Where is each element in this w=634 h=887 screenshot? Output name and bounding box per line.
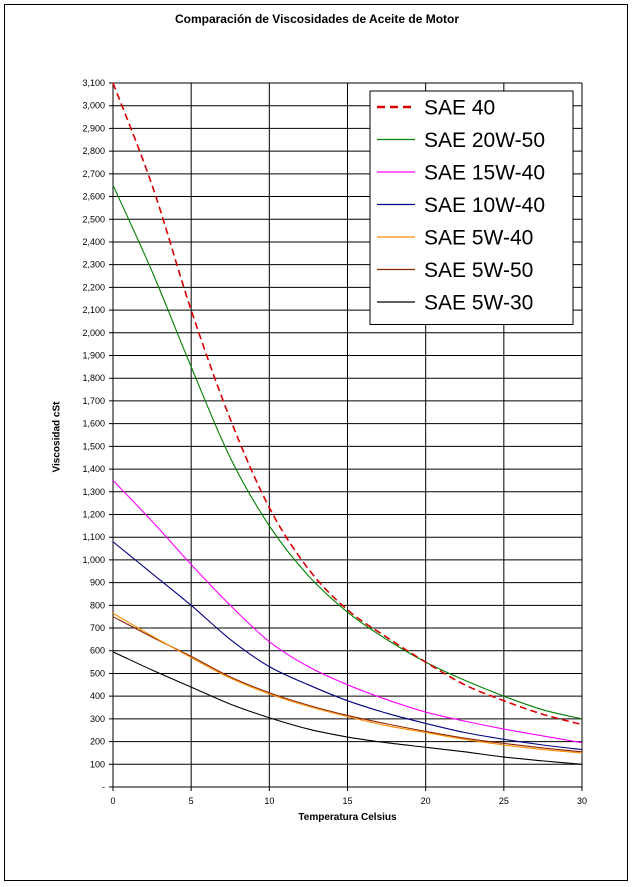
legend-entry: SAE 15W-40 <box>424 162 545 185</box>
y-tick-label: 2,600 <box>82 192 105 202</box>
y-tick-label: 300 <box>90 714 105 724</box>
y-tick-label: 1,300 <box>82 487 105 497</box>
y-tick-label: 1,100 <box>82 532 105 542</box>
x-tick-label: 10 <box>264 796 274 806</box>
legend-entry: SAE 5W-30 <box>424 292 533 315</box>
series-line-sae-10w-40 <box>112 541 583 751</box>
y-tick-label: 900 <box>90 578 105 588</box>
series-line-sae-15w-40 <box>112 480 583 744</box>
x-tick-label: 20 <box>421 796 431 806</box>
y-tick-label: 3,000 <box>82 101 105 111</box>
y-tick-label: 2,500 <box>82 214 105 224</box>
y-tick-label: 1,400 <box>82 464 105 474</box>
legend-entry: SAE 20W-50 <box>424 129 545 152</box>
y-tick-label: 2,300 <box>82 260 105 270</box>
series-lines <box>112 82 583 765</box>
chart-title: Comparación de Viscosidades de Aceite de… <box>174 12 460 26</box>
x-tick-label: 15 <box>342 796 352 806</box>
y-tick-label: 200 <box>90 737 105 747</box>
y-tick-label: 100 <box>90 759 105 769</box>
y-tick-label: 600 <box>90 646 105 656</box>
y-tick-label: 2,900 <box>82 123 105 133</box>
legend-entry: SAE 5W-50 <box>424 259 533 282</box>
legend-box <box>369 90 574 325</box>
y-tick-label: 700 <box>90 623 105 633</box>
y-tick-label: - <box>102 782 105 792</box>
y-tick-label: 1,200 <box>82 509 105 519</box>
vertical-gridlines <box>112 83 583 791</box>
y-tick-label: 1,700 <box>82 396 105 406</box>
y-tick-label: 800 <box>90 600 105 610</box>
series-line-sae-5w-50 <box>112 616 583 753</box>
series-line-sae-5w-30 <box>112 651 583 765</box>
y-tick-label: 2,700 <box>82 169 105 179</box>
y-tick-label: 1,600 <box>82 419 105 429</box>
y-tick-label: 2,200 <box>82 282 105 292</box>
x-tick-label: 25 <box>499 796 509 806</box>
y-tick-label: 1,000 <box>82 555 105 565</box>
x-tick-label: 0 <box>110 796 115 806</box>
legend: SAE 40 SAE 20W-50 SAE 15W-40 SAE 10W-40 SAE … <box>369 90 574 325</box>
series-line-sae-20w-50 <box>112 184 583 720</box>
x-axis-label: Temperatura Celsius <box>298 812 397 823</box>
series-line-sae-40 <box>112 82 583 726</box>
y-tick-label: 500 <box>90 668 105 678</box>
y-tick-label: 2,000 <box>82 328 105 338</box>
y-tick-label: 2,100 <box>82 305 105 315</box>
y-tick-label: 2,400 <box>82 237 105 247</box>
series-line-sae-5w-40 <box>112 612 583 754</box>
x-tick-labels: 0 5 10 15 20 25 30 <box>110 796 587 806</box>
legend-entry: SAE 5W-40 <box>424 227 533 250</box>
y-tick-label: 1,900 <box>82 351 105 361</box>
legend-entry: SAE 40 <box>424 97 495 120</box>
x-tick-label: 30 <box>577 796 587 806</box>
y-tick-label: 3,100 <box>82 78 105 88</box>
y-tick-label: 400 <box>90 691 105 701</box>
y-tick-label: 1,500 <box>82 441 105 451</box>
y-tick-labels: - 100 200 300 400 500 600 700 800 900 1,000 1,100 1,… <box>82 78 105 792</box>
legend-entry: SAE 10W-40 <box>424 194 545 217</box>
x-tick-label: 5 <box>189 796 194 806</box>
y-tick-label: 2,800 <box>82 146 105 156</box>
y-tick-label: 1,800 <box>82 373 105 383</box>
